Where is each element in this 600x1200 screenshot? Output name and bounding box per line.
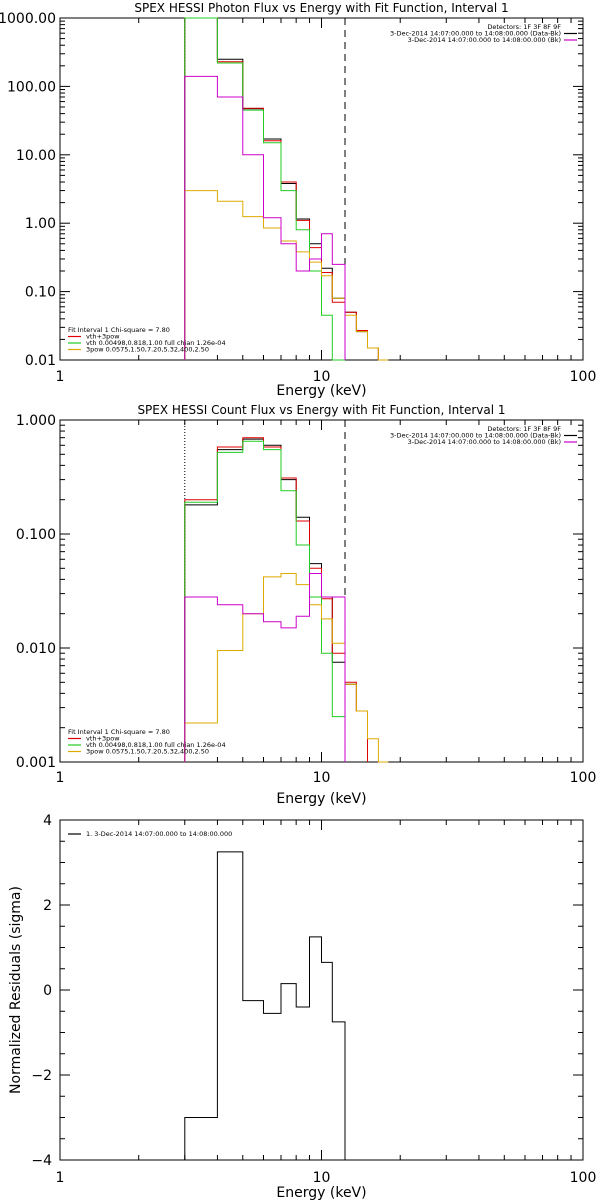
x-tick-label: 1	[56, 369, 65, 385]
y-tick-label: 0.001	[16, 755, 56, 771]
y-tick-label: −4	[31, 1153, 52, 1169]
legend-entry-label: 1. 3-Dec-2014 14:07:00.000 to 14:08:00.0…	[86, 830, 232, 838]
legend-header: Detectors: 1F 3F 8F 9F	[487, 23, 561, 31]
legend-entry-label: vth+3pow	[86, 333, 120, 341]
y-tick-label: 0.100	[16, 527, 56, 543]
series-vth-line	[184, 17, 345, 361]
y-tick-label: 0.01	[25, 353, 56, 369]
legend-entry-label: 3pow 0.0575,1.50,7.20,5.32,400,2.50	[86, 748, 209, 756]
series-vth-line	[184, 440, 346, 762]
legend-header: Fit Interval 1 Chi-square = 7.80	[68, 326, 170, 334]
chart-title: SPEX HESSI Photon Flux vs Energy with Fi…	[134, 1, 508, 15]
x-tick-label: 100	[570, 770, 597, 786]
plot-frame	[59, 819, 584, 1161]
series-data-bk-line	[184, 438, 368, 762]
y-tick-label: 2	[43, 898, 52, 914]
legend-entry-label: 3-Dec-2014 14:07:00.000 to 14:08:00.000 …	[408, 438, 561, 446]
x-tick-label: 10	[313, 369, 331, 385]
legend-entry-label: 3-Dec-2014 14:07:00.000 to 14:08:00.000 …	[390, 432, 561, 440]
x-axis-label: Energy (keV)	[276, 1185, 366, 1200]
series-3pow-line	[184, 573, 389, 763]
legend-entry-label: 3-Dec-2014 14:07:00.000 to 14:08:00.000 …	[390, 30, 561, 38]
y-tick-label: 100.00	[7, 79, 56, 95]
y-tick-label: 0.010	[16, 641, 56, 657]
y-tick-label: −2	[31, 1068, 52, 1084]
x-axis-label: Energy (keV)	[276, 791, 366, 807]
x-axis-label: Energy (keV)	[276, 383, 366, 399]
series-bk-line	[184, 573, 346, 762]
series-vth-3pow-line	[184, 17, 379, 360]
y-tick-label: 10.00	[16, 148, 56, 164]
chart-title: SPEX HESSI Count Flux vs Energy with Fit…	[137, 403, 505, 417]
series-bk-line	[184, 75, 346, 360]
series-3pow-line	[184, 190, 389, 361]
x-tick-label: 100	[570, 1170, 597, 1186]
y-tick-label: 1000.00	[0, 11, 56, 27]
series-data-bk-line	[184, 17, 379, 360]
legend-entry-label: vth 0.00498,0.818,1.00 full chian 1.26e-…	[86, 741, 226, 749]
series-residuals-line	[184, 851, 346, 1160]
x-tick-label: 1	[56, 770, 65, 786]
legend-entry-label: vth+3pow	[86, 735, 120, 743]
y-axis-label: Normalized Residuals (sigma)	[8, 886, 24, 1094]
x-tick-label: 100	[570, 369, 597, 385]
y-tick-label: 1.000	[16, 413, 56, 429]
y-tick-label: 0	[43, 983, 52, 999]
y-tick-label: 1.00	[25, 216, 56, 232]
legend-header: Detectors: 1F 3F 8F 9F	[487, 425, 561, 433]
legend-header: Fit Interval 1 Chi-square = 7.80	[68, 728, 170, 736]
y-tick-label: 0.10	[25, 285, 56, 301]
y-tick-label: 4	[43, 813, 52, 829]
series-vth-3pow-line	[184, 437, 368, 762]
x-tick-label: 10	[313, 770, 331, 786]
legend-entry-label: 3-Dec-2014 14:07:00.000 to 14:08:00.000 …	[408, 36, 561, 44]
x-tick-label: 10	[313, 1170, 331, 1186]
legend-entry-label: 3pow 0.0575,1.50,7.20,5.32,400,2.50	[86, 346, 209, 354]
x-tick-label: 1	[56, 1170, 65, 1186]
legend-entry-label: vth 0.00498,0.818,1.00 full chian 1.26e-…	[86, 339, 226, 347]
